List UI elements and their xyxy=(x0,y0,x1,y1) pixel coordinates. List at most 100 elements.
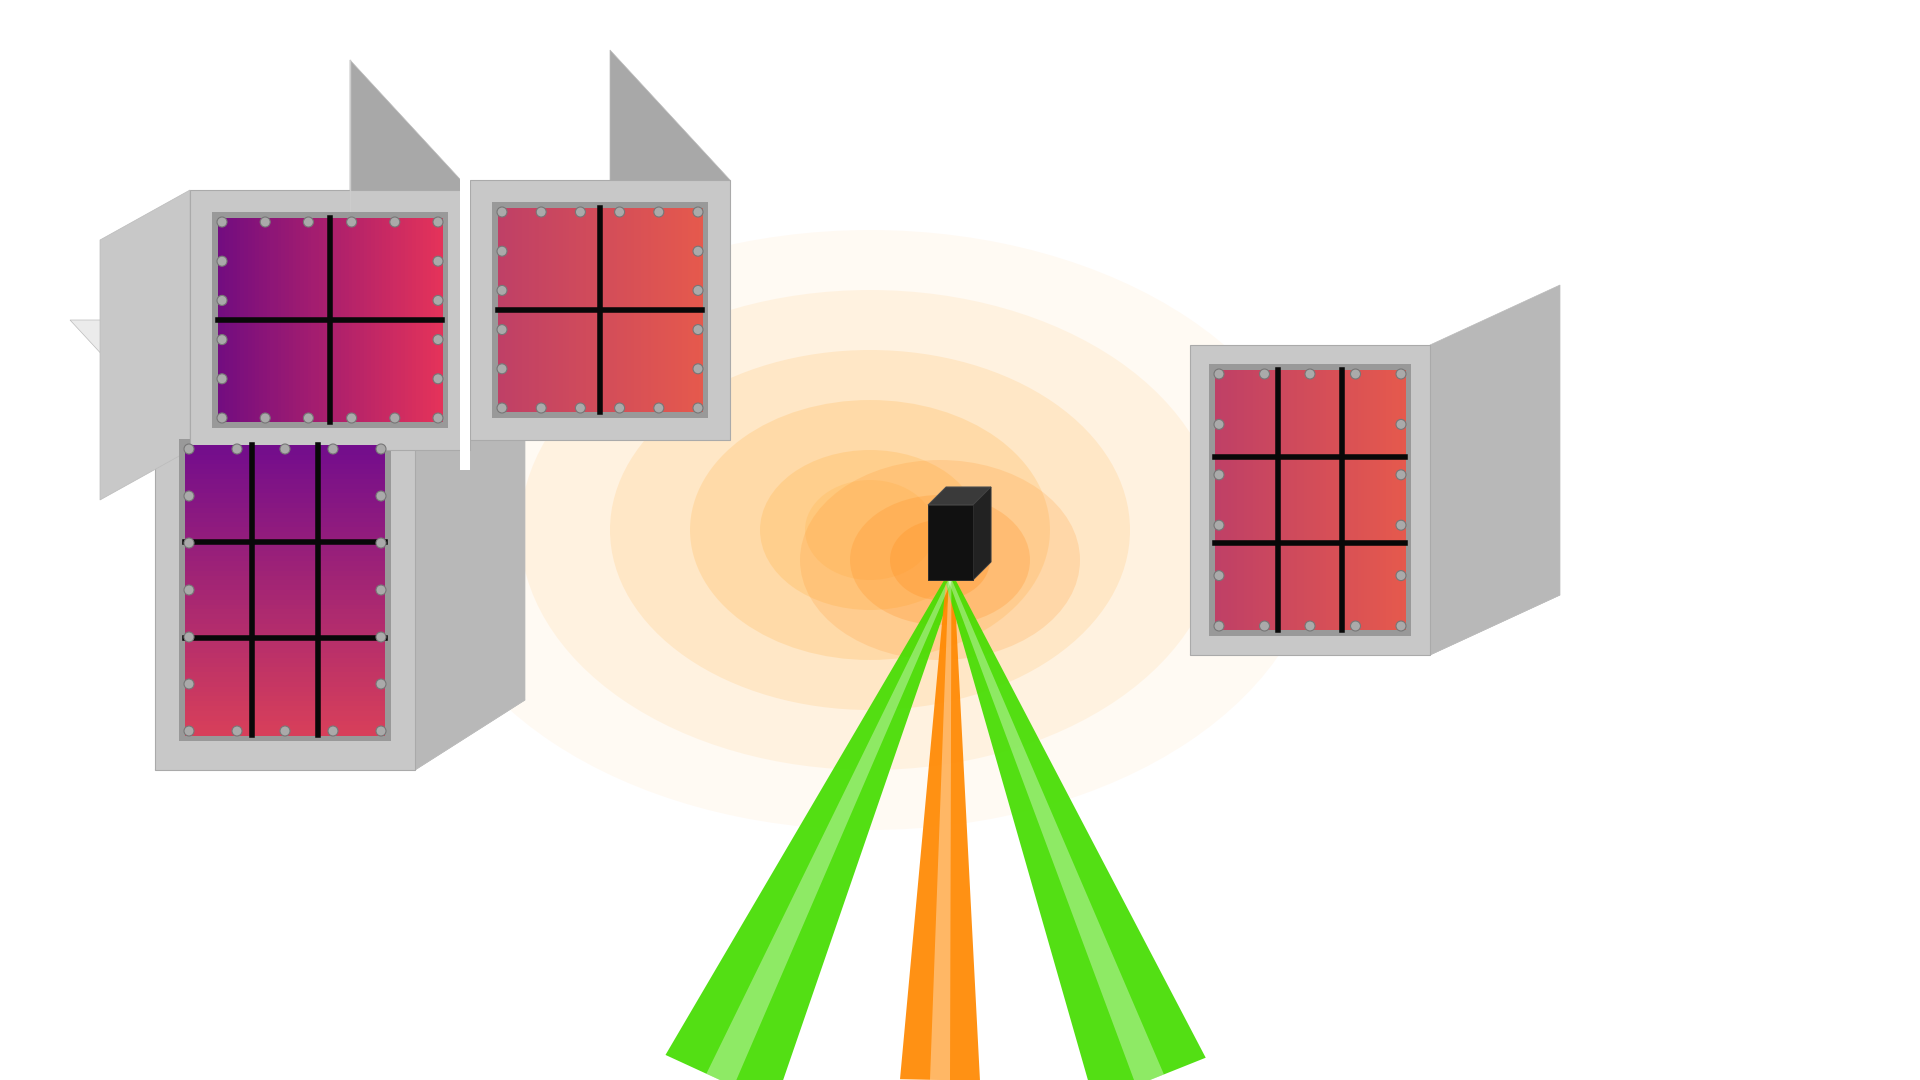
Bar xyxy=(518,208,522,411)
Bar xyxy=(288,218,294,422)
Bar xyxy=(1323,370,1327,630)
Polygon shape xyxy=(900,580,979,1080)
Bar xyxy=(184,730,386,735)
Bar xyxy=(563,208,566,411)
Circle shape xyxy=(1213,570,1225,581)
Bar xyxy=(282,218,286,422)
Bar xyxy=(236,218,242,422)
Bar xyxy=(397,218,401,422)
Polygon shape xyxy=(973,487,991,580)
Bar xyxy=(248,218,253,422)
Bar xyxy=(184,576,386,581)
Bar xyxy=(641,208,645,411)
Bar xyxy=(1246,370,1250,630)
Bar xyxy=(394,218,397,422)
Bar xyxy=(461,170,470,470)
Bar xyxy=(286,218,290,422)
Bar xyxy=(611,208,614,411)
Bar xyxy=(184,527,386,534)
Circle shape xyxy=(614,207,624,217)
Bar xyxy=(584,208,588,411)
Bar xyxy=(1334,370,1340,630)
Bar xyxy=(267,218,271,422)
Bar xyxy=(184,638,386,644)
Bar xyxy=(1210,364,1411,636)
Bar xyxy=(184,508,386,514)
Bar xyxy=(184,445,386,450)
Bar xyxy=(559,208,564,411)
Bar xyxy=(699,208,703,411)
Bar xyxy=(252,218,257,422)
Bar xyxy=(1332,370,1336,630)
Bar xyxy=(232,218,238,422)
Circle shape xyxy=(217,413,227,423)
Bar xyxy=(1235,370,1238,630)
Bar xyxy=(353,218,357,422)
Bar xyxy=(540,208,543,411)
Bar xyxy=(184,474,386,480)
Bar xyxy=(1382,370,1386,630)
Bar xyxy=(597,208,601,411)
Circle shape xyxy=(1213,470,1225,480)
Bar xyxy=(221,218,227,422)
Ellipse shape xyxy=(804,480,935,580)
Bar xyxy=(307,218,313,422)
Bar xyxy=(184,615,386,620)
Bar xyxy=(511,208,516,411)
Bar xyxy=(497,208,503,411)
Bar xyxy=(607,208,611,411)
Circle shape xyxy=(497,325,507,335)
Polygon shape xyxy=(707,579,952,1080)
Bar xyxy=(586,208,591,411)
Bar xyxy=(346,218,349,422)
Circle shape xyxy=(1306,369,1315,379)
Circle shape xyxy=(693,325,703,335)
Bar xyxy=(1402,370,1405,630)
Bar xyxy=(184,662,386,669)
Bar xyxy=(417,218,420,422)
Bar xyxy=(630,208,636,411)
Bar xyxy=(541,208,547,411)
Circle shape xyxy=(1213,621,1225,631)
Bar xyxy=(184,542,386,548)
Bar xyxy=(655,208,659,411)
Bar xyxy=(522,208,526,411)
Bar xyxy=(1298,370,1302,630)
Polygon shape xyxy=(349,60,470,450)
Bar xyxy=(184,464,386,470)
Circle shape xyxy=(536,207,545,217)
Bar xyxy=(1240,370,1244,630)
Bar xyxy=(184,667,386,673)
Bar xyxy=(184,546,386,552)
Circle shape xyxy=(497,364,507,374)
Bar xyxy=(184,450,386,456)
Circle shape xyxy=(1213,419,1225,430)
Circle shape xyxy=(576,207,586,217)
Bar xyxy=(315,218,321,422)
Bar xyxy=(259,218,263,422)
Bar xyxy=(1217,370,1223,630)
Circle shape xyxy=(536,403,545,413)
Bar xyxy=(1225,370,1229,630)
Circle shape xyxy=(1260,621,1269,631)
Bar xyxy=(647,208,653,411)
Bar xyxy=(184,644,386,649)
Bar xyxy=(1398,370,1404,630)
Polygon shape xyxy=(927,505,973,580)
Bar xyxy=(422,218,428,422)
Bar xyxy=(184,697,386,702)
Bar xyxy=(576,208,580,411)
Bar xyxy=(342,218,346,422)
Bar xyxy=(184,629,386,634)
Circle shape xyxy=(348,217,357,227)
Circle shape xyxy=(217,374,227,383)
Bar xyxy=(184,706,386,712)
Circle shape xyxy=(497,207,507,217)
Bar xyxy=(620,208,624,411)
Bar xyxy=(682,208,685,411)
Bar xyxy=(184,484,386,489)
Bar xyxy=(1342,370,1346,630)
Bar xyxy=(184,478,386,485)
Bar xyxy=(492,202,708,418)
Circle shape xyxy=(434,256,444,266)
